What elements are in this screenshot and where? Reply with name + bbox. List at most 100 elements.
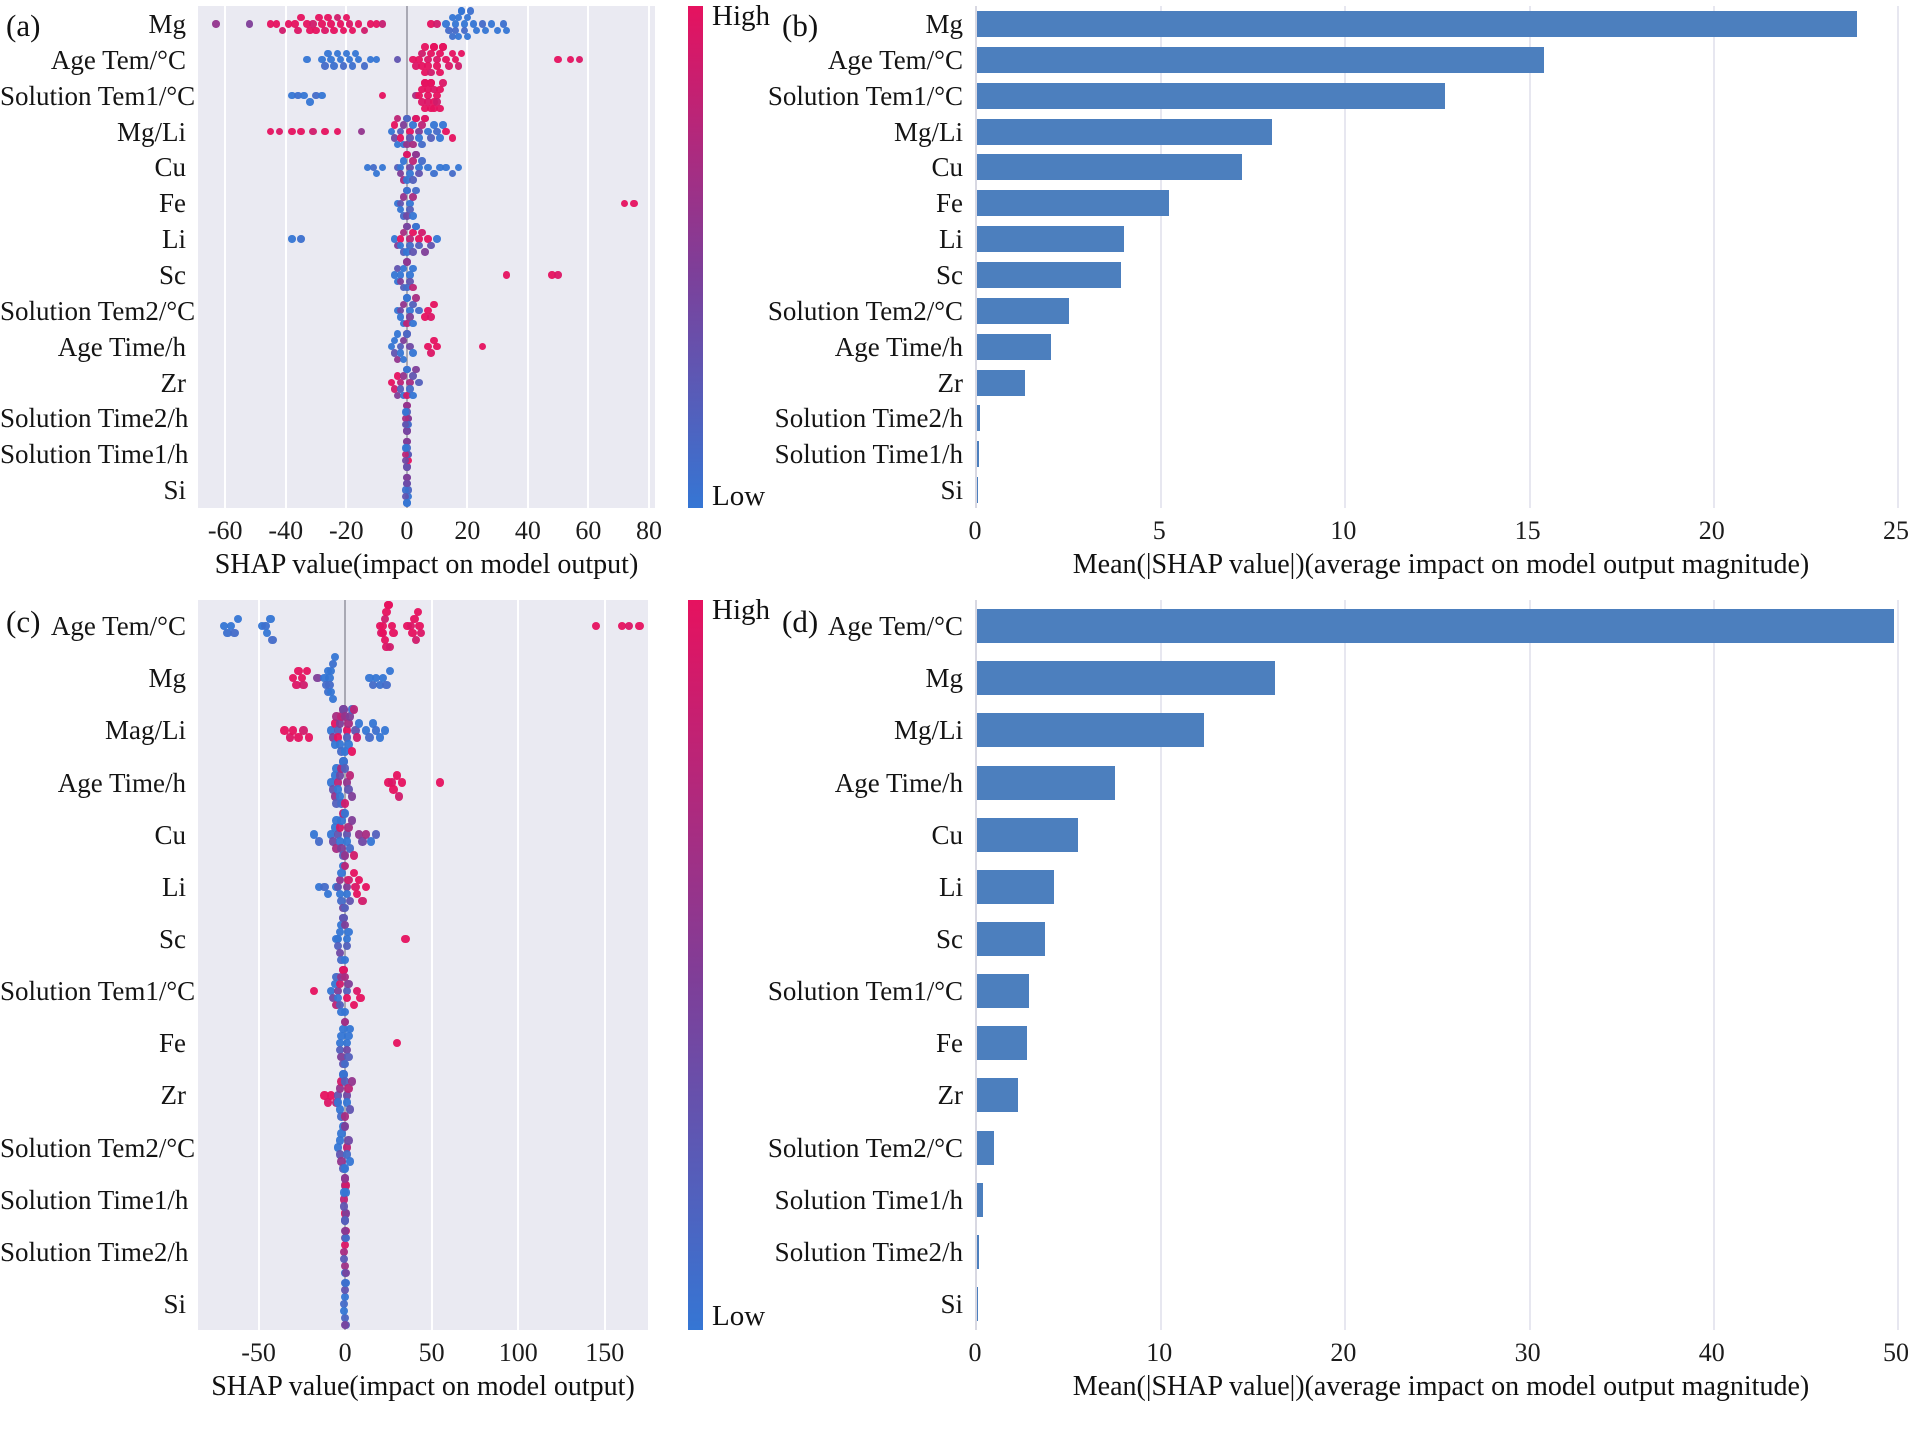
shap-point	[400, 193, 408, 201]
shap-point	[398, 778, 407, 787]
shap-point	[366, 20, 375, 28]
shap-point	[415, 134, 423, 142]
shap-point	[403, 140, 411, 148]
colorbar-c-high-label: High	[712, 594, 770, 626]
y-tick-label-solution-tem2-c: Solution Tem2/°C	[0, 1132, 196, 1163]
shap-point	[335, 792, 345, 801]
shap-point	[333, 934, 343, 944]
shap-point	[403, 319, 411, 328]
gridline	[345, 6, 348, 508]
shap-point	[403, 401, 411, 410]
shap-point	[340, 799, 350, 808]
shap-point	[340, 1320, 350, 1330]
shap-point	[382, 681, 391, 690]
y-tick-label-solution-tem1-c: Solution Tem1/°C	[0, 976, 196, 1007]
shap-point	[451, 26, 459, 35]
shap-point	[409, 372, 417, 380]
shap-point	[339, 1188, 349, 1197]
shap-point	[315, 13, 323, 22]
y-tick-label-age-time-h: Age Time/h	[834, 767, 963, 798]
shap-point	[333, 127, 341, 136]
shap-point	[397, 349, 405, 357]
shap-point	[340, 1007, 350, 1017]
shap-point	[300, 91, 308, 100]
plot-area-d	[975, 600, 1909, 1330]
shap-point	[378, 674, 388, 683]
shap-point	[430, 85, 438, 93]
shap-point	[409, 349, 417, 357]
shap-point	[327, 1091, 336, 1100]
bar-li	[977, 226, 1125, 253]
shap-point	[325, 674, 334, 683]
shap-point	[365, 733, 374, 742]
y-tick-label-mg-li: Mg/Li	[893, 715, 963, 746]
shap-point	[403, 258, 411, 266]
shap-point	[433, 235, 441, 243]
shap-point	[415, 127, 423, 136]
shap-point	[387, 378, 396, 387]
gridline	[1896, 600, 1899, 1330]
shap-point	[382, 607, 391, 617]
shap-point	[341, 1268, 351, 1277]
gridline	[1528, 6, 1531, 508]
shap-point	[261, 621, 270, 631]
y-tick-label-mg: Mg	[925, 663, 963, 694]
bar-zr	[977, 1078, 1018, 1113]
x-tick-label: 20	[454, 516, 481, 545]
shap-point	[351, 726, 360, 735]
x-tick-label: 60	[575, 516, 602, 545]
shap-point	[335, 1046, 345, 1055]
shap-point	[427, 49, 435, 58]
y-tick-label-age-tem-c: Age Tem/°C	[50, 44, 186, 75]
shap-point	[439, 79, 447, 87]
shap-point	[346, 1157, 355, 1166]
shap-point	[375, 733, 384, 742]
shap-point	[344, 785, 353, 794]
shap-point	[342, 837, 352, 846]
shap-point	[454, 33, 462, 41]
shap-point	[403, 427, 411, 435]
shap-point	[266, 127, 275, 136]
shap-point	[403, 479, 411, 488]
shap-point	[368, 719, 377, 728]
shap-point	[415, 163, 423, 172]
shap-point	[387, 621, 397, 631]
shap-point	[380, 635, 390, 645]
shap-point	[368, 681, 377, 690]
shap-point	[354, 875, 364, 884]
shap-point	[451, 20, 459, 28]
gridline	[1528, 600, 1531, 1330]
shap-point	[409, 157, 417, 165]
shap-point	[340, 1313, 350, 1323]
bar-mg	[977, 661, 1276, 696]
shap-point	[312, 26, 320, 35]
shap-point	[424, 235, 432, 243]
shap-point	[397, 271, 405, 279]
y-tick-label-si: Si	[940, 475, 963, 506]
shap-point	[617, 621, 627, 631]
shap-point	[340, 764, 350, 773]
x-tick-label: 80	[635, 516, 662, 545]
shap-point	[412, 366, 420, 374]
shap-point	[333, 733, 343, 742]
y-tick-label-fe: Fe	[159, 188, 186, 219]
shap-point	[333, 1091, 343, 1100]
shap-point	[387, 342, 396, 351]
y-tick-label-li: Li	[939, 224, 963, 255]
gridline	[1712, 6, 1715, 508]
shap-point	[457, 7, 465, 15]
x-tick-label: 10	[1330, 516, 1357, 545]
shap-point	[333, 986, 343, 996]
shap-point	[403, 150, 411, 159]
shap-point	[318, 91, 326, 100]
bar-zr	[977, 369, 1025, 396]
shap-point	[554, 271, 562, 279]
shap-point	[332, 972, 341, 982]
shap-point	[342, 882, 352, 891]
gridline	[284, 6, 287, 508]
shap-point	[406, 127, 414, 136]
shap-point	[412, 62, 420, 70]
shap-point	[302, 667, 312, 676]
shap-point	[294, 733, 303, 742]
shap-point	[297, 235, 305, 243]
